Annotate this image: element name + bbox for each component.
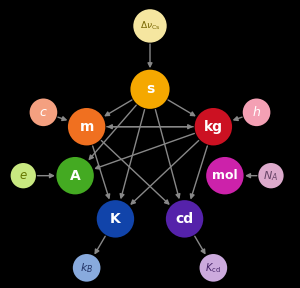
Circle shape <box>243 98 270 126</box>
Text: m: m <box>80 120 94 134</box>
Text: $h$: $h$ <box>252 105 261 119</box>
Circle shape <box>133 9 167 43</box>
Circle shape <box>130 70 170 109</box>
Text: cd: cd <box>176 212 194 226</box>
Text: $e$: $e$ <box>19 169 28 182</box>
Circle shape <box>195 108 232 145</box>
Text: $K_{\mathrm{cd}}$: $K_{\mathrm{cd}}$ <box>206 261 221 275</box>
Text: $N_A$: $N_A$ <box>263 169 278 183</box>
Text: $k_B$: $k_B$ <box>80 261 93 275</box>
Circle shape <box>11 163 36 188</box>
Text: mol: mol <box>212 169 238 182</box>
Text: $c$: $c$ <box>39 106 48 119</box>
Circle shape <box>73 254 100 282</box>
Circle shape <box>56 157 94 194</box>
Text: s: s <box>146 82 154 96</box>
Text: K: K <box>110 212 121 226</box>
Circle shape <box>68 108 105 145</box>
Text: A: A <box>70 169 80 183</box>
Circle shape <box>200 254 227 282</box>
Circle shape <box>166 200 203 238</box>
Text: kg: kg <box>204 120 223 134</box>
Circle shape <box>30 98 57 126</box>
Circle shape <box>258 163 284 188</box>
Circle shape <box>206 157 244 194</box>
Circle shape <box>97 200 134 238</box>
Text: $\Delta\nu_{\mathrm{Cs}}$: $\Delta\nu_{\mathrm{Cs}}$ <box>140 20 160 32</box>
